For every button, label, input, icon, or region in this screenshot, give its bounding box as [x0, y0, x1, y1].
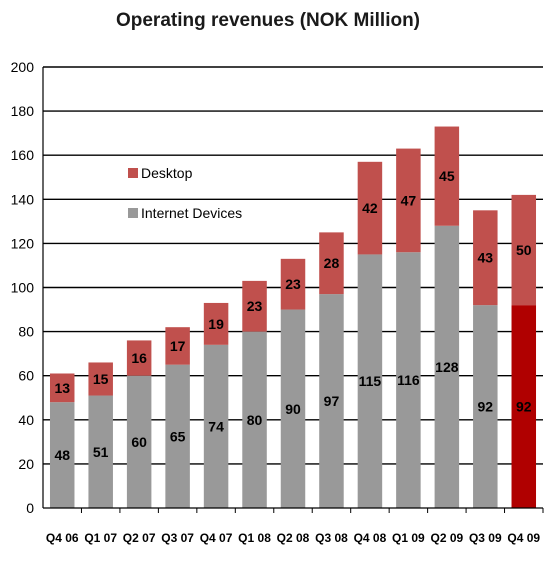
data-label: 90	[285, 401, 301, 417]
data-label: 74	[208, 418, 224, 434]
x-tick-label: Q2 09	[430, 531, 463, 545]
legend: Desktop Internet Devices	[128, 165, 242, 221]
legend-swatch	[128, 168, 138, 178]
bar-internet-devices	[242, 331, 267, 508]
x-tick-label: Q1 07	[84, 531, 117, 545]
data-label: 92	[516, 399, 532, 415]
x-tick-label: Q4 06	[46, 531, 79, 545]
data-label: 80	[247, 412, 263, 428]
bar-desktop	[511, 194, 537, 306]
bar-desktop	[396, 148, 421, 253]
data-label: 28	[324, 255, 340, 271]
legend-swatch	[128, 208, 138, 218]
data-label: 128	[435, 359, 459, 375]
data-label: 42	[362, 200, 378, 216]
x-tick-label: Q3 08	[315, 531, 348, 545]
legend-label: Internet Devices	[141, 205, 242, 221]
bar-internet-devices	[511, 305, 537, 508]
y-tick-label: 40	[18, 412, 34, 428]
data-label: 97	[324, 393, 340, 409]
data-label: 13	[54, 380, 70, 396]
data-label: 48	[54, 447, 70, 463]
x-tick-label: Q2 08	[277, 531, 310, 545]
bar-internet-devices	[396, 252, 421, 508]
bar-desktop	[165, 327, 190, 365]
data-label: 65	[170, 428, 186, 444]
data-label: 15	[93, 371, 109, 387]
bar-desktop	[357, 161, 383, 255]
bar-internet-devices	[319, 294, 344, 508]
x-tick-label: Q3 09	[469, 531, 502, 545]
bar-desktop	[319, 232, 344, 295]
bar-internet-devices	[88, 395, 113, 508]
data-label: 92	[478, 399, 494, 415]
y-tick-label: 60	[18, 368, 34, 384]
bar-desktop	[434, 126, 460, 226]
y-tick-label: 160	[11, 147, 35, 163]
bar-internet-devices	[126, 375, 152, 508]
bar-internet-devices	[357, 254, 383, 508]
bar-internet-devices	[203, 344, 229, 508]
data-label: 45	[439, 168, 455, 184]
x-tick-label: Q1 09	[392, 531, 425, 545]
data-label: 50	[516, 242, 532, 258]
y-tick-label: 0	[26, 500, 34, 516]
bar-desktop	[203, 302, 229, 345]
bar-desktop	[242, 280, 267, 332]
data-label: 23	[247, 298, 263, 314]
y-tick-label: 140	[11, 191, 35, 207]
data-label: 51	[93, 444, 109, 460]
x-tick-label: Q4 09	[507, 531, 540, 545]
bar-desktop	[49, 373, 75, 403]
chart-title: Operating revenues (NOK Million)	[116, 10, 420, 31]
y-tick-label: 80	[18, 324, 34, 340]
data-label: 23	[285, 276, 301, 292]
bar-desktop	[88, 362, 113, 396]
bar-internet-devices	[49, 402, 75, 508]
y-axis: 0 20 40 60 80 100 120 140 160 180 200	[11, 59, 44, 516]
x-tick-label: Q3 07	[161, 531, 194, 545]
data-label: 17	[170, 338, 186, 354]
data-label: 115	[359, 373, 382, 389]
y-tick-label: 20	[18, 456, 34, 472]
bar-internet-devices	[280, 309, 306, 508]
data-label: 60	[131, 434, 147, 450]
data-label: 16	[131, 350, 147, 366]
legend-label: Desktop	[141, 165, 193, 181]
y-tick-label: 200	[11, 59, 35, 75]
data-label: 116	[397, 372, 420, 388]
x-tick-label: Q4 08	[354, 531, 387, 545]
y-tick-label: 100	[11, 280, 35, 296]
bar-desktop	[473, 210, 498, 306]
bar-internet-devices	[434, 225, 460, 508]
x-tick-label: Q2 07	[123, 531, 156, 545]
data-label: 47	[401, 192, 417, 208]
data-label: 43	[478, 250, 494, 266]
data-label: 19	[208, 316, 224, 332]
bar-internet-devices	[165, 364, 190, 508]
x-tick-label: Q4 07	[200, 531, 233, 545]
x-tick-label: Q1 08	[238, 531, 271, 545]
bars: 48 13 51 15 60 16 65 17 74 19 80 23 90 23 97 28 115 42 116…	[49, 126, 537, 508]
bar-internet-devices	[473, 305, 498, 508]
bar-desktop	[280, 258, 306, 310]
x-axis: Q4 06 Q1 07 Q2 07 Q3 07 Q4 07 Q1 08 Q2 08 Q3 08…	[43, 507, 544, 545]
y-tick-label: 180	[11, 103, 35, 119]
y-tick-label: 120	[11, 235, 35, 251]
bar-desktop	[126, 340, 152, 376]
